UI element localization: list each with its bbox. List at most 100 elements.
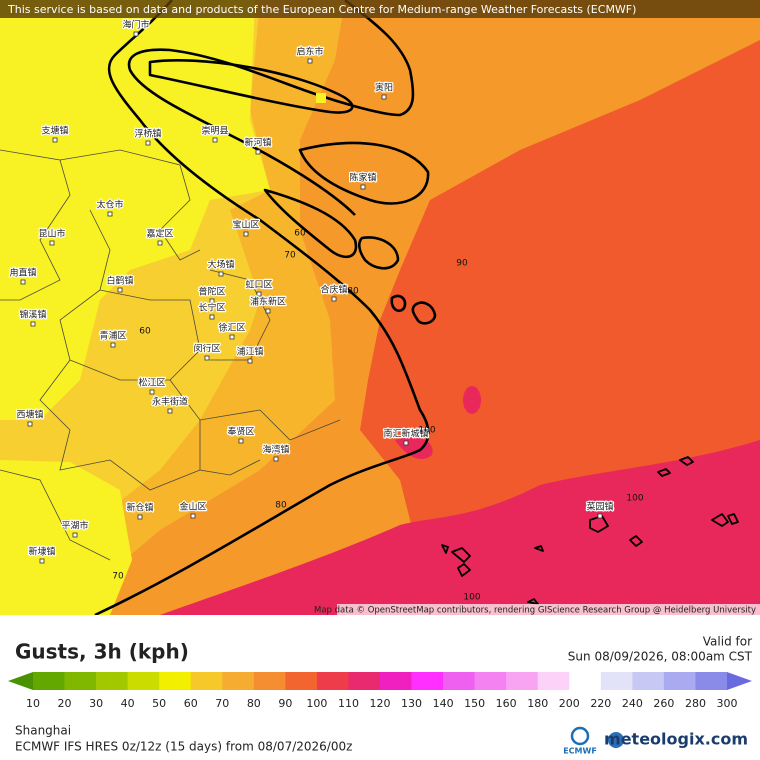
legend-title: Gusts, 3h (kph)	[15, 640, 189, 664]
place-label: 永丰街道	[152, 396, 188, 408]
coastline	[94, 0, 430, 617]
scale-segment	[537, 672, 570, 690]
scale-segment	[316, 672, 349, 690]
scale-label: 300	[717, 697, 738, 710]
zone-50	[0, 460, 132, 615]
zone-50	[0, 0, 270, 420]
place-label: 浦江镇	[236, 346, 263, 358]
place-label: 白鹤镇	[106, 275, 133, 287]
attribution: Map data © OpenStreetMap contributors, r…	[314, 606, 756, 616]
place-marker	[218, 271, 224, 277]
coastline	[127, 0, 415, 216]
contour-label: 100	[463, 593, 480, 603]
scale-label: 90	[278, 697, 292, 710]
scale-label: 180	[527, 697, 548, 710]
ecmwf-text: ECMWF	[563, 747, 597, 756]
place-marker	[255, 149, 261, 155]
place-marker	[331, 296, 337, 302]
scale-label: 100	[306, 697, 327, 710]
boundary	[59, 149, 201, 261]
scale-arrow	[727, 672, 752, 690]
scale-label: 40	[121, 697, 135, 710]
place-marker	[133, 31, 139, 37]
contour-label: 70	[112, 572, 124, 582]
place-label: 长宁区	[198, 302, 225, 314]
place-marker	[167, 408, 173, 414]
scale-label: 260	[653, 697, 674, 710]
place-marker	[107, 211, 113, 217]
scale-label: 140	[433, 697, 454, 710]
place-label: 陈家镇	[349, 172, 376, 184]
place-label: 启东市	[296, 46, 323, 58]
scale-label: 20	[58, 697, 72, 710]
place-marker	[204, 355, 210, 361]
place-label: 新埭镇	[28, 546, 55, 558]
place-label: 平湖市	[61, 520, 88, 532]
place-label: 闵行区	[193, 343, 220, 355]
place-label: 大场镇	[207, 259, 234, 271]
scale-segment	[600, 672, 633, 690]
place-label: 新河镇	[244, 137, 271, 149]
zone-50	[316, 93, 326, 103]
place-marker	[72, 532, 78, 538]
scale-segment	[222, 672, 255, 690]
place-marker	[307, 58, 313, 64]
place-label: 松江区	[138, 377, 165, 389]
place-label: 菜园镇	[586, 501, 613, 513]
scale-label: 240	[622, 697, 643, 710]
boundary	[199, 420, 261, 476]
place-label: 嘉定区	[146, 228, 173, 240]
scale-segment	[569, 672, 602, 690]
place-marker	[27, 421, 33, 427]
place-marker	[256, 291, 262, 297]
scale-segment	[64, 672, 97, 690]
scale-segment	[348, 672, 381, 690]
place-marker	[52, 137, 58, 143]
scale-segment	[443, 672, 475, 690]
place-label: 浮桥镇	[134, 128, 161, 140]
scale-segment	[127, 672, 160, 690]
scale-segment	[380, 672, 412, 690]
island	[298, 141, 430, 205]
place-label: 南汇新城镇	[383, 428, 428, 440]
place-marker	[360, 184, 366, 190]
banner-text: This service is based on data and produc…	[7, 3, 636, 16]
scale-label: 30	[89, 697, 103, 710]
island	[441, 456, 739, 605]
contour-label: 80	[347, 287, 359, 297]
place-label: 浦东新区	[250, 296, 286, 308]
scale-segment	[632, 672, 665, 690]
brand-icon[interactable]	[608, 732, 624, 748]
place-marker	[265, 308, 271, 314]
banner-bg	[0, 0, 760, 18]
scale-label: 160	[496, 697, 517, 710]
scale-segment	[474, 672, 507, 690]
place-marker	[381, 94, 387, 100]
place-marker	[209, 298, 215, 304]
valid-time: Sun 08/09/2026, 08:00am CST	[568, 650, 753, 664]
scale-segment	[695, 672, 728, 690]
place-marker	[212, 137, 218, 143]
place-marker	[30, 321, 36, 327]
place-label: 海门市	[122, 19, 149, 31]
island	[358, 236, 400, 270]
scale-label: 10	[26, 697, 40, 710]
place-label: 金山区	[179, 501, 206, 513]
place-marker	[157, 240, 163, 246]
brand[interactable]: meteologix.com	[604, 730, 748, 749]
place-marker	[597, 513, 603, 519]
place-label: 寅阳	[375, 82, 393, 94]
scale-label: 60	[184, 697, 198, 710]
contour-label: 100	[626, 494, 643, 504]
scale-label: 150	[464, 697, 485, 710]
place-label: 崇明县	[201, 126, 228, 137]
scale-segment	[253, 672, 286, 690]
model-info: ECMWF IFS HRES 0z/12z (15 days) from 08/…	[15, 740, 352, 754]
place-marker	[190, 513, 196, 519]
contour-label: 70	[284, 251, 296, 261]
scale-arrow	[8, 672, 33, 690]
island	[263, 188, 358, 259]
place-label: 锦溪镇	[19, 309, 46, 321]
